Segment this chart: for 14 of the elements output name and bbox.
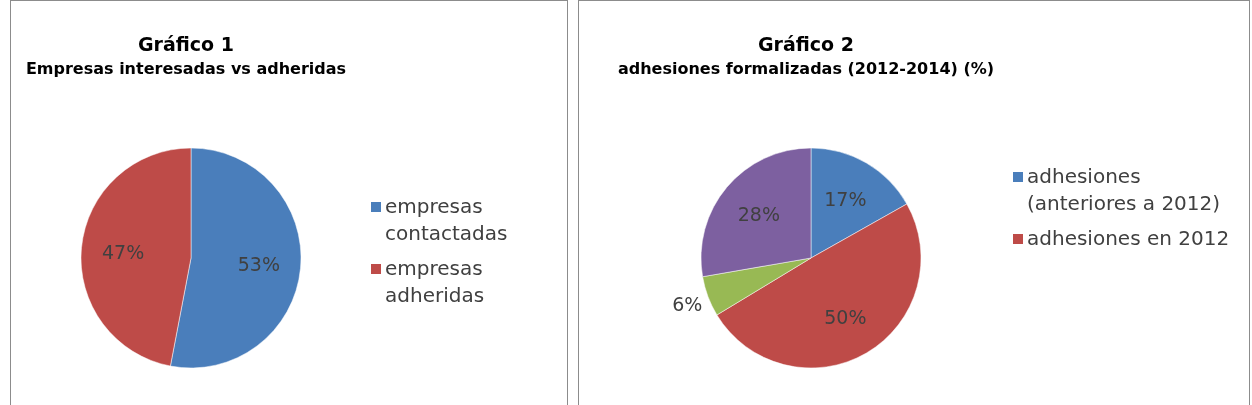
legend-label: empresas contactadas bbox=[385, 193, 509, 247]
data-label: 6% bbox=[672, 293, 703, 316]
legend-label: adhesiones en 2012 bbox=[1027, 225, 1230, 252]
data-label: 47% bbox=[101, 240, 145, 263]
chart-title: Gráfico 1 bbox=[137, 33, 235, 55]
data-label: 17% bbox=[824, 188, 867, 211]
chart-subtitle: adhesiones formalizadas (2012-2014) (%) bbox=[616, 59, 996, 78]
data-label: 50% bbox=[824, 305, 867, 328]
legend-label: empresas adheridas bbox=[385, 255, 486, 309]
legend-label: adhesiones (anteriores a 2012) bbox=[1027, 163, 1222, 217]
data-label: 53% bbox=[237, 253, 281, 276]
chart-title: Gráfico 2 bbox=[757, 33, 855, 55]
chart-subtitle: Empresas interesadas vs adheridas bbox=[24, 59, 348, 78]
data-label: 28% bbox=[737, 203, 780, 226]
